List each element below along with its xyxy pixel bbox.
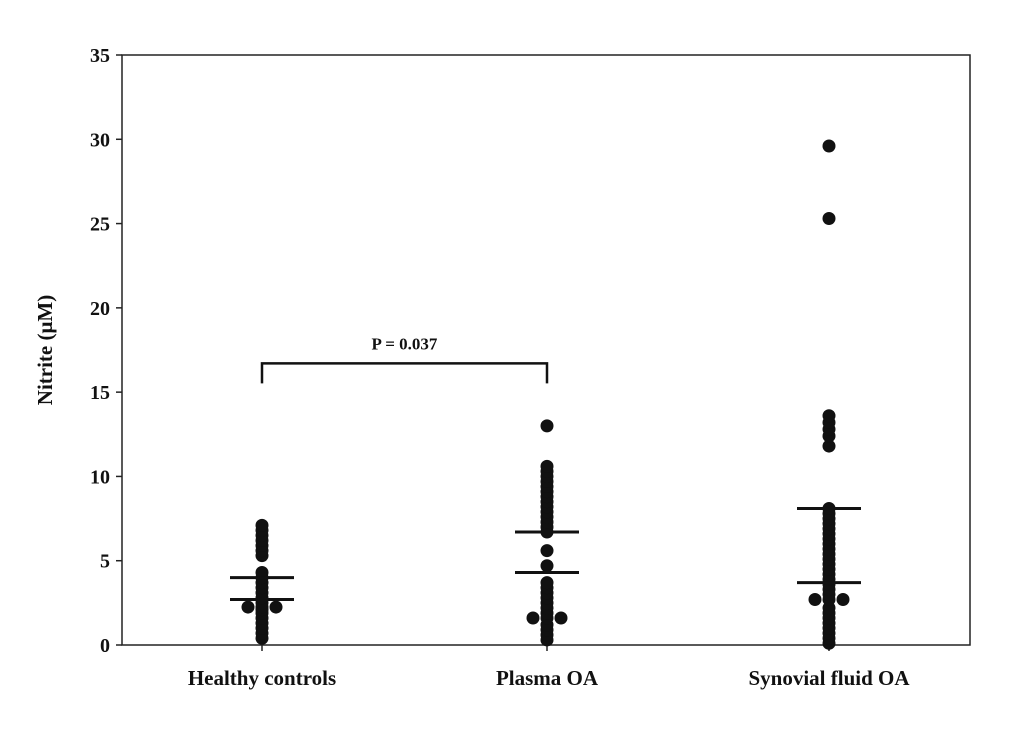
data-point — [241, 600, 255, 614]
y-axis-label: Nitrite (μM) — [33, 295, 57, 405]
data-point — [540, 544, 554, 558]
data-point — [540, 459, 554, 473]
y-tick-label: 30 — [90, 129, 110, 151]
data-point — [554, 611, 568, 625]
y-tick-label: 10 — [90, 466, 110, 488]
data-point — [540, 419, 554, 433]
x-tick-label: Plasma OA — [496, 666, 599, 690]
y-tick-label: 20 — [90, 298, 110, 320]
data-point — [822, 139, 836, 153]
data-point — [526, 611, 540, 625]
data-point — [540, 559, 554, 573]
data-point — [822, 212, 836, 226]
significance-bracket — [260, 362, 549, 384]
x-tick-label: Healthy controls — [188, 666, 336, 690]
p-value-label: P = 0.037 — [372, 334, 438, 353]
data-point — [540, 576, 554, 590]
y-tick-label: 5 — [100, 551, 110, 573]
data-point — [822, 409, 836, 423]
data-point — [836, 592, 850, 606]
y-tick-label: 15 — [90, 382, 110, 404]
y-tick-label: 0 — [100, 635, 110, 657]
data-point — [808, 592, 822, 606]
y-tick-label: 25 — [90, 214, 110, 236]
data-point — [255, 518, 269, 532]
data-point — [255, 566, 269, 580]
data-point — [822, 439, 836, 453]
y-tick-label: 35 — [90, 45, 110, 67]
x-tick-label: Synovial fluid OA — [748, 666, 910, 690]
data-point — [269, 600, 283, 614]
